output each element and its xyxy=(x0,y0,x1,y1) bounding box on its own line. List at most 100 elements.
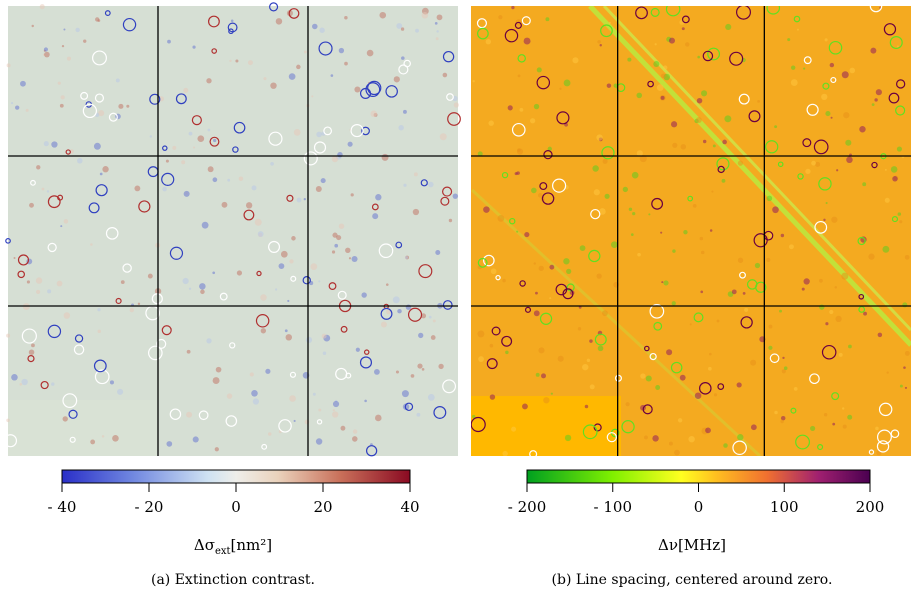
particle xyxy=(365,445,378,457)
speckle xyxy=(416,412,421,417)
particle xyxy=(74,334,84,343)
speckle xyxy=(677,418,683,423)
particle xyxy=(40,380,49,390)
speckle xyxy=(538,347,545,354)
speckle xyxy=(286,10,293,17)
speckle xyxy=(322,351,327,355)
speckle xyxy=(448,218,453,223)
speckle xyxy=(312,392,316,396)
speckle xyxy=(805,168,811,175)
speckle xyxy=(331,250,336,254)
speckle xyxy=(511,6,515,10)
speckle xyxy=(428,181,434,188)
speckle xyxy=(109,380,114,385)
speckle xyxy=(904,386,908,389)
particle xyxy=(642,404,653,415)
speckle xyxy=(523,37,531,45)
particle xyxy=(606,432,617,443)
particle xyxy=(736,6,751,20)
particle xyxy=(261,443,268,450)
speckle xyxy=(696,97,703,104)
speckle xyxy=(260,294,267,301)
particle xyxy=(828,40,843,55)
speckle xyxy=(630,233,634,237)
speckle xyxy=(692,203,697,208)
speckle xyxy=(737,434,744,441)
particle xyxy=(156,338,167,349)
speckle xyxy=(902,302,908,308)
speckle xyxy=(563,79,571,87)
speckle xyxy=(29,202,34,208)
particle xyxy=(361,126,370,136)
particle xyxy=(278,419,292,433)
speckle xyxy=(251,390,258,397)
particle xyxy=(755,281,767,293)
speckle xyxy=(101,435,105,438)
speckle xyxy=(628,207,633,211)
speckle xyxy=(41,187,45,191)
speckle xyxy=(43,47,49,52)
particle xyxy=(407,307,423,322)
speckle xyxy=(538,193,543,198)
speckle xyxy=(875,89,882,96)
speckle xyxy=(754,262,761,269)
speckle xyxy=(6,418,10,423)
particle xyxy=(440,196,450,206)
speckle xyxy=(188,131,193,136)
speckle xyxy=(319,27,325,33)
speckle xyxy=(183,87,189,93)
speckle xyxy=(25,108,29,112)
particle xyxy=(442,379,457,394)
particle xyxy=(233,121,246,134)
speckle xyxy=(270,161,274,166)
speckle xyxy=(254,218,262,226)
particle xyxy=(831,392,840,401)
speckle xyxy=(315,186,322,193)
particle xyxy=(521,16,531,26)
particle xyxy=(876,440,890,453)
speckle xyxy=(221,201,228,208)
speckle xyxy=(77,158,83,164)
speckle xyxy=(35,289,41,294)
speckle xyxy=(265,368,271,374)
particle xyxy=(681,15,690,24)
speckle xyxy=(886,371,889,374)
particle xyxy=(95,184,108,197)
speckle xyxy=(829,62,835,68)
speckle xyxy=(652,435,659,442)
speckle xyxy=(278,263,285,270)
speckle xyxy=(559,87,562,90)
speckle xyxy=(780,419,784,424)
speckle xyxy=(188,287,192,290)
particle xyxy=(232,146,239,153)
particle xyxy=(890,429,900,439)
speckle xyxy=(186,411,193,418)
speckle xyxy=(236,270,243,276)
speckle xyxy=(63,28,66,31)
colorbar-tick-label: - 20 xyxy=(134,498,164,516)
speckle xyxy=(502,450,508,456)
speckle xyxy=(197,135,205,143)
speckle xyxy=(578,305,582,309)
particle xyxy=(653,321,663,331)
speckle xyxy=(249,372,254,377)
speckle xyxy=(841,407,845,410)
colorbar-tick-label: 200 xyxy=(855,498,885,516)
particle xyxy=(593,423,602,432)
speckle xyxy=(627,57,632,62)
speckle xyxy=(599,44,602,47)
speckle xyxy=(61,44,65,48)
speckle xyxy=(51,382,55,386)
speckle xyxy=(192,45,196,49)
particle xyxy=(350,123,364,138)
colorbar-tick-label: - 200 xyxy=(507,498,547,516)
colorbar-label: Δν[MHz] xyxy=(658,536,726,554)
speckle xyxy=(489,343,494,348)
speckle xyxy=(831,216,838,223)
speckle xyxy=(172,145,177,150)
particle xyxy=(858,293,865,300)
speckle xyxy=(472,80,475,83)
particle xyxy=(209,136,220,147)
speckle xyxy=(679,374,686,381)
speckle xyxy=(420,313,427,319)
